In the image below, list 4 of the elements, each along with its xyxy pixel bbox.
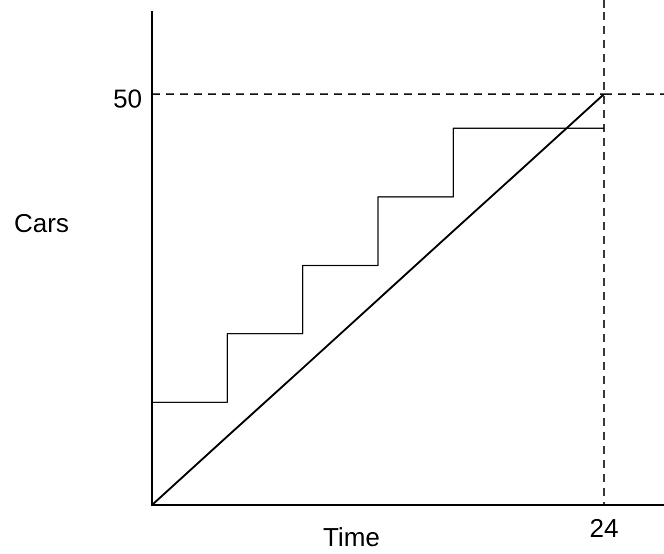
x-axis-title: Time bbox=[323, 522, 380, 553]
y-axis-title: Cars bbox=[14, 208, 69, 239]
text: 50 bbox=[113, 83, 142, 114]
text: 24 bbox=[590, 513, 618, 544]
